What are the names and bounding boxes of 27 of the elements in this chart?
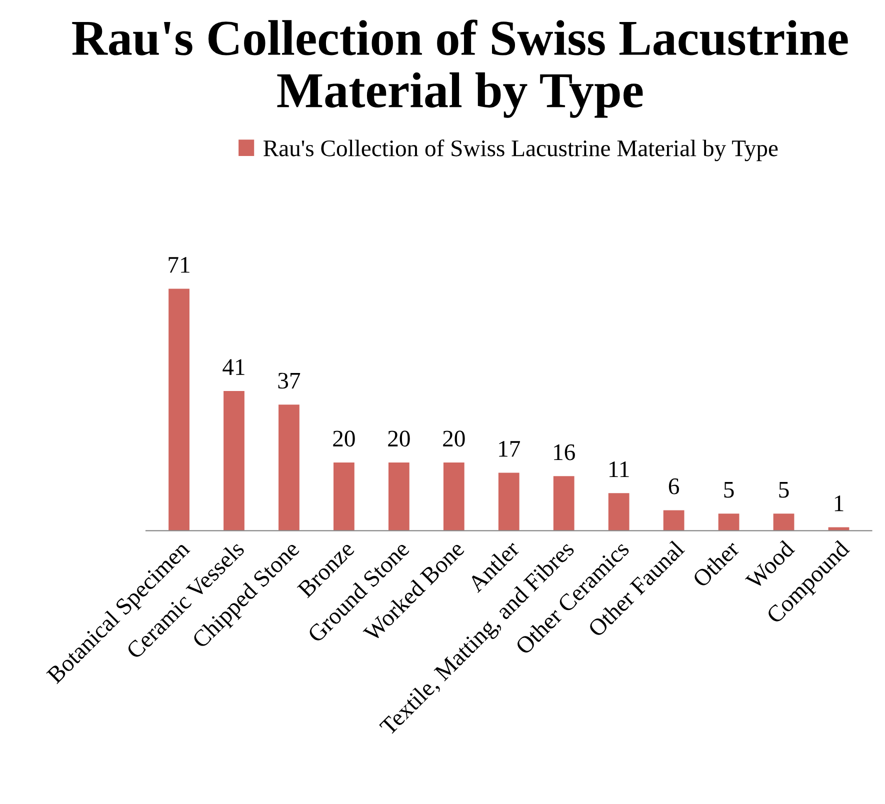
data-label: 20 bbox=[333, 430, 355, 447]
data-label: 1 bbox=[834, 496, 844, 512]
data-label: 71 bbox=[168, 257, 190, 273]
data-label: 20 bbox=[388, 430, 410, 447]
bar bbox=[553, 476, 574, 531]
data-label: 37 bbox=[278, 372, 300, 389]
bar bbox=[278, 404, 300, 531]
bar bbox=[168, 288, 190, 531]
data-label: 16 bbox=[554, 444, 575, 460]
bar bbox=[718, 514, 740, 531]
data-label: 11 bbox=[610, 461, 629, 478]
bar bbox=[498, 472, 520, 531]
bar bbox=[388, 462, 410, 531]
bar bbox=[443, 462, 464, 531]
bar bbox=[773, 514, 794, 531]
bar bbox=[608, 493, 630, 531]
bar bbox=[663, 510, 684, 531]
bar bbox=[333, 462, 354, 531]
data-label: 20 bbox=[443, 430, 465, 447]
chart-title: Rau's Collection of Swiss Lacustrine Material by Type bbox=[72, 20, 848, 118]
data-label: 5 bbox=[779, 482, 789, 498]
legend-label: Rau's Collection of Swiss Lacustrine Material by Type bbox=[264, 139, 778, 162]
bar bbox=[224, 390, 244, 531]
data-label: 6 bbox=[668, 478, 680, 494]
data-label: 5 bbox=[724, 482, 734, 498]
data-label: 17 bbox=[499, 441, 520, 457]
data-label: 41 bbox=[222, 359, 244, 375]
